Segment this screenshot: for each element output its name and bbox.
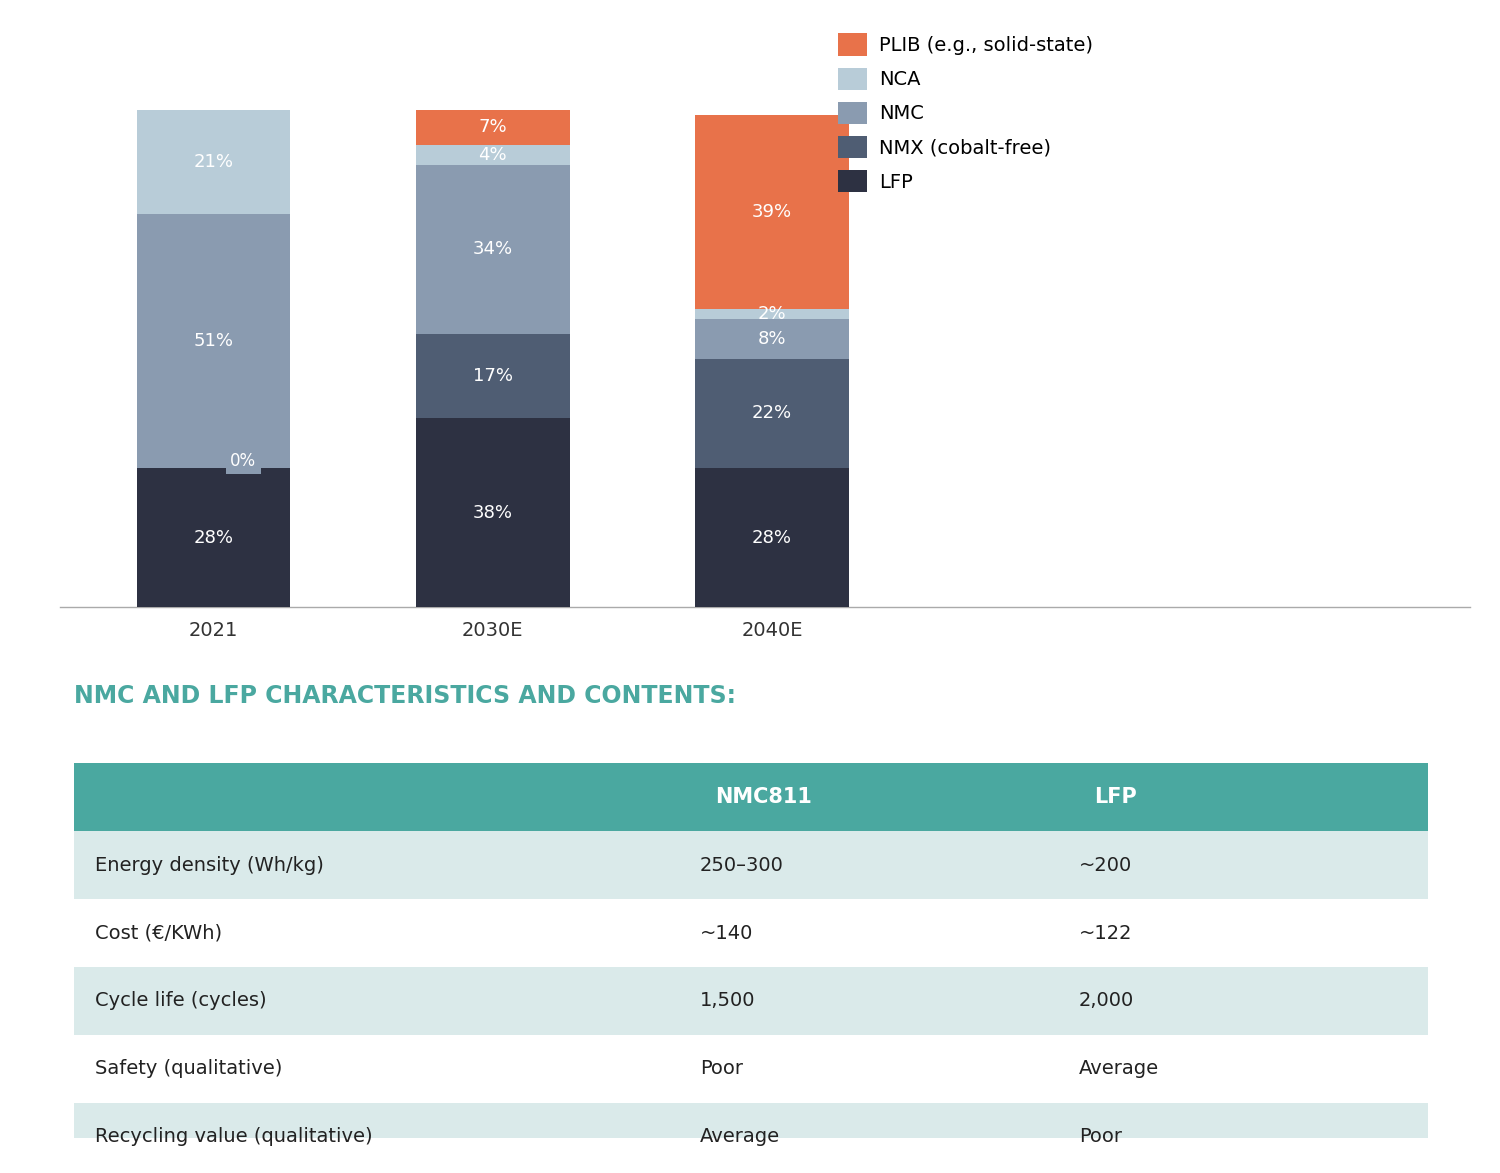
Text: Average: Average <box>1078 1059 1160 1078</box>
Text: LFP: LFP <box>1094 787 1137 807</box>
Bar <box>416 144 570 164</box>
Bar <box>694 115 849 308</box>
Text: ~200: ~200 <box>1078 855 1132 875</box>
Bar <box>694 468 849 608</box>
Text: Poor: Poor <box>1078 1127 1122 1146</box>
Text: Poor: Poor <box>700 1059 742 1078</box>
Bar <box>136 110 291 215</box>
Text: NMC AND LFP CHARACTERISTICS AND CONTENTS:: NMC AND LFP CHARACTERISTICS AND CONTENTS… <box>74 684 736 707</box>
Text: 1,500: 1,500 <box>700 991 756 1010</box>
Text: 21%: 21% <box>194 152 234 171</box>
Bar <box>74 832 1428 899</box>
Bar <box>416 110 570 144</box>
Text: 7%: 7% <box>478 118 507 136</box>
Text: 0%: 0% <box>231 452 256 469</box>
Bar <box>136 468 291 608</box>
Bar <box>74 764 1428 832</box>
Bar <box>136 215 291 468</box>
Bar <box>694 308 849 319</box>
Bar <box>694 359 849 468</box>
Text: 28%: 28% <box>194 529 234 547</box>
Text: ~122: ~122 <box>1078 923 1132 943</box>
Legend: PLIB (e.g., solid-state), NCA, NMC, NMX (cobalt-free), LFP: PLIB (e.g., solid-state), NCA, NMC, NMX … <box>839 34 1094 192</box>
Text: 4%: 4% <box>478 145 507 163</box>
Text: 22%: 22% <box>752 405 792 422</box>
Bar <box>74 967 1428 1035</box>
Text: 38%: 38% <box>472 503 513 522</box>
Text: Recycling value (qualitative): Recycling value (qualitative) <box>96 1127 374 1146</box>
Text: NMC811: NMC811 <box>716 787 812 807</box>
Text: Cycle life (cycles): Cycle life (cycles) <box>96 991 267 1010</box>
Text: Safety (qualitative): Safety (qualitative) <box>96 1059 282 1078</box>
Text: 2,000: 2,000 <box>1078 991 1134 1010</box>
Bar <box>694 319 849 359</box>
Text: 2%: 2% <box>758 305 786 323</box>
Text: 34%: 34% <box>472 240 513 258</box>
Bar <box>416 419 570 608</box>
Bar <box>416 164 570 333</box>
Text: Cost (€/KWh): Cost (€/KWh) <box>96 923 222 943</box>
Bar <box>74 899 1428 967</box>
Text: 8%: 8% <box>758 330 786 347</box>
Bar <box>74 1035 1428 1103</box>
Text: 250–300: 250–300 <box>700 855 784 875</box>
Text: ~140: ~140 <box>700 923 753 943</box>
Text: 28%: 28% <box>752 529 792 547</box>
Bar <box>74 1103 1428 1171</box>
Text: 51%: 51% <box>194 332 234 351</box>
Bar <box>416 333 570 419</box>
Text: Average: Average <box>700 1127 780 1146</box>
Text: 39%: 39% <box>752 203 792 221</box>
Text: Energy density (Wh/kg): Energy density (Wh/kg) <box>96 855 324 875</box>
Text: 17%: 17% <box>472 367 513 385</box>
